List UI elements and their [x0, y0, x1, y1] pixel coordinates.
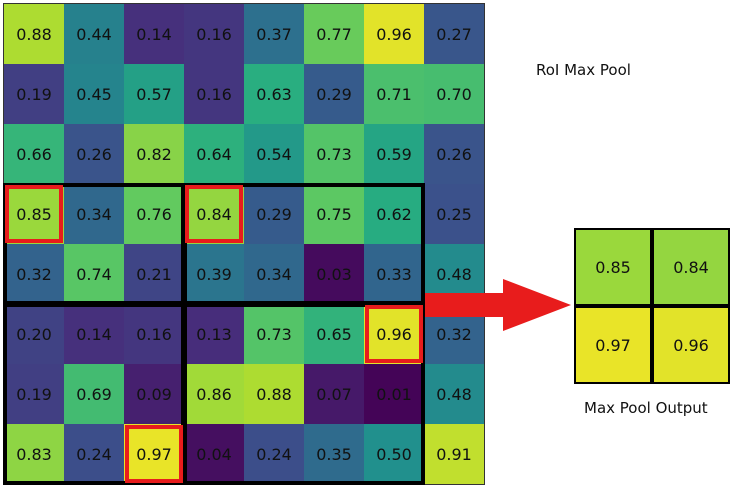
grid-cell: 0.63 [244, 64, 304, 124]
grid-cell: 0.85 [4, 184, 64, 244]
grid-cell: 0.07 [304, 364, 364, 424]
grid-cell: 0.71 [364, 64, 424, 124]
grid-cell: 0.59 [364, 124, 424, 184]
grid-cell: 0.64 [184, 124, 244, 184]
max-pool-output-grid: 0.85 0.84 0.97 0.96 [574, 228, 730, 384]
grid-cell: 0.04 [184, 424, 244, 484]
grid-cell: 0.33 [364, 244, 424, 304]
grid-cell: 0.16 [184, 64, 244, 124]
grid-cell: 0.29 [304, 64, 364, 124]
grid-cell: 0.96 [364, 304, 424, 364]
grid-cell: 0.35 [304, 424, 364, 484]
grid-cell: 0.27 [424, 4, 484, 64]
grid-cell: 0.96 [364, 4, 424, 64]
grid-cell: 0.88 [244, 364, 304, 424]
grid-cell: 0.14 [64, 304, 124, 364]
grid-cell: 0.01 [364, 364, 424, 424]
grid-cell: 0.03 [304, 244, 364, 304]
grid-cell: 0.48 [424, 364, 484, 424]
grid-cell: 0.57 [124, 64, 184, 124]
grid-cell: 0.50 [364, 424, 424, 484]
grid-cell: 0.73 [244, 304, 304, 364]
grid-cell: 0.26 [64, 124, 124, 184]
grid-cell: 0.82 [124, 124, 184, 184]
max-value-highlight [5, 185, 63, 243]
grid-cell: 0.19 [4, 64, 64, 124]
grid-cell: 0.70 [424, 64, 484, 124]
grid-cell: 0.34 [64, 184, 124, 244]
max-value-highlight [365, 305, 423, 363]
grid-cell: 0.45 [64, 64, 124, 124]
grid-cell: 0.83 [4, 424, 64, 484]
grid-cell: 0.62 [364, 184, 424, 244]
grid-cell: 0.39 [184, 244, 244, 304]
grid-cell: 0.69 [64, 364, 124, 424]
grid-cell: 0.13 [184, 304, 244, 364]
grid-cell: 0.44 [64, 4, 124, 64]
grid-cell: 0.26 [424, 124, 484, 184]
output-cell: 0.85 [576, 230, 650, 304]
grid-cell: 0.24 [244, 424, 304, 484]
grid-cell: 0.66 [4, 124, 64, 184]
grid-cell: 0.74 [64, 244, 124, 304]
grid-cell: 0.84 [184, 184, 244, 244]
grid-cell: 0.14 [124, 4, 184, 64]
grid-cell: 0.29 [244, 184, 304, 244]
max-pool-output-title: Max Pool Output [584, 399, 708, 417]
output-cell: 0.84 [654, 230, 728, 304]
pooling-region-box [183, 303, 425, 485]
max-value-highlight [185, 185, 243, 243]
grid-cell: 0.21 [124, 244, 184, 304]
grid-cell: 0.34 [244, 244, 304, 304]
output-cell: 0.97 [576, 308, 650, 382]
grid-cell: 0.76 [124, 184, 184, 244]
grid-cell: 0.54 [244, 124, 304, 184]
output-cell: 0.96 [654, 308, 728, 382]
grid-cell: 0.24 [64, 424, 124, 484]
grid-cell: 0.91 [424, 424, 484, 484]
grid-cell: 0.88 [4, 4, 64, 64]
grid-cell: 0.25 [424, 184, 484, 244]
grid-cell: 0.86 [184, 364, 244, 424]
grid-cell: 0.32 [4, 244, 64, 304]
grid-cell: 0.20 [4, 304, 64, 364]
input-feature-map: 0.88 0.44 0.14 0.16 0.37 0.77 0.96 0.27 0.19 0.45… [3, 3, 485, 485]
grid-cell: 0.77 [304, 4, 364, 64]
arrow-shape [425, 279, 571, 331]
grid-cell: 0.16 [124, 304, 184, 364]
grid-cell: 0.97 [124, 424, 184, 484]
grid-cell: 0.75 [304, 184, 364, 244]
grid-cell: 0.09 [124, 364, 184, 424]
max-value-highlight [125, 425, 183, 483]
grid-cell: 0.19 [4, 364, 64, 424]
grid-cell: 0.73 [304, 124, 364, 184]
arrow-right-icon [425, 279, 571, 331]
grid-cell: 0.37 [244, 4, 304, 64]
grid-cell: 0.65 [304, 304, 364, 364]
roi-max-pool-title: RoI Max Pool [536, 61, 631, 79]
grid-cell: 0.16 [184, 4, 244, 64]
